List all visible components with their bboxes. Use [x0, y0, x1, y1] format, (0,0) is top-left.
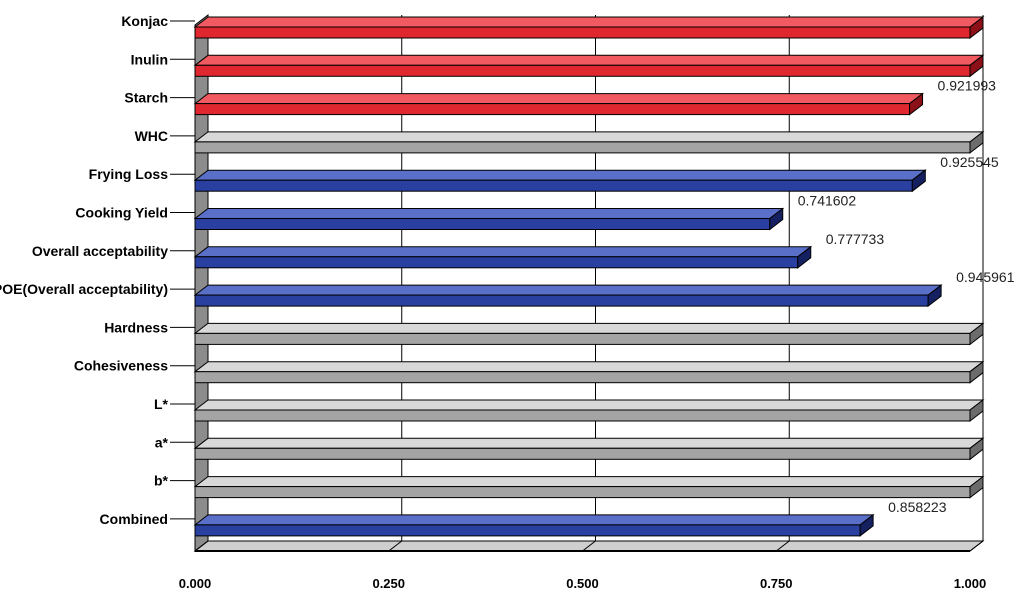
bar-end: [797, 245, 812, 269]
bar-top: [193, 437, 985, 449]
bar: [194, 256, 799, 269]
floor-tick: [969, 540, 984, 552]
bar-end: [969, 398, 984, 423]
floor-tick: [388, 540, 403, 552]
bar-top: [193, 246, 813, 258]
bar-top: [193, 169, 927, 181]
bar: [194, 524, 861, 537]
data-label: 0.777733: [826, 231, 885, 247]
bar: [194, 332, 971, 345]
bar: [194, 294, 929, 307]
bar-top: [193, 208, 785, 219]
bar: [194, 179, 913, 192]
bar-end: [909, 92, 924, 116]
category-label: Cohesiveness: [74, 358, 168, 374]
category-label: POE(Overall acceptability): [0, 281, 168, 297]
bar: [194, 26, 971, 39]
category-label: Konjac: [121, 13, 168, 29]
x-tick-label: 1.000: [954, 576, 987, 591]
bar-end: [969, 475, 984, 499]
bar-end: [969, 54, 984, 78]
bar: [194, 447, 971, 460]
category-label: Frying Loss: [89, 166, 169, 182]
bar: [194, 141, 971, 154]
bar-top: [193, 54, 985, 66]
category-label: b*: [154, 473, 169, 489]
bar-top: [193, 514, 875, 526]
bar: [194, 218, 771, 230]
category-label: Cooking Yield: [75, 205, 168, 221]
bar-end: [969, 322, 984, 346]
category-label: a*: [155, 434, 169, 450]
bar-end: [969, 360, 984, 384]
bar-top: [193, 361, 985, 373]
data-label: 0.925545: [940, 154, 999, 170]
bar: [194, 103, 911, 116]
bar-top: [193, 131, 985, 143]
bar: [194, 371, 971, 384]
bar-top: [193, 399, 985, 411]
bar-end: [969, 15, 984, 40]
floor-tick: [775, 540, 790, 552]
bar-top: [193, 93, 925, 105]
floor-tick: [582, 540, 596, 552]
bar-top: [193, 322, 985, 334]
bar-end: [769, 207, 784, 231]
bar-end: [927, 284, 942, 308]
x-tick-label: 0.000: [179, 576, 212, 591]
bar: [194, 486, 971, 499]
category-label: Combined: [100, 511, 168, 527]
category-label: L*: [154, 396, 169, 412]
data-label: 0.858223: [888, 499, 947, 515]
category-label: Overall acceptability: [32, 243, 168, 259]
category-label: Inulin: [131, 51, 168, 67]
data-label: 0.945961: [956, 269, 1015, 285]
bar: [194, 409, 971, 422]
data-label: 0.921993: [938, 78, 997, 94]
bar: [194, 64, 971, 77]
bar-end: [859, 513, 874, 537]
bar-top: [193, 476, 985, 488]
category-label: Starch: [124, 90, 168, 106]
x-tick-label: 0.500: [566, 576, 599, 591]
bar-end: [969, 130, 984, 154]
x-tick-label: 0.750: [760, 576, 793, 591]
data-label: 0.741602: [798, 193, 857, 209]
bar-top: [193, 284, 943, 296]
x-tick-label: 0.250: [372, 576, 405, 591]
floor-tick: [194, 540, 209, 552]
bar-top: [193, 16, 985, 28]
bar-end: [969, 437, 984, 461]
bar-end: [911, 169, 926, 193]
category-label: Hardness: [104, 319, 168, 335]
category-label: WHC: [135, 128, 168, 144]
